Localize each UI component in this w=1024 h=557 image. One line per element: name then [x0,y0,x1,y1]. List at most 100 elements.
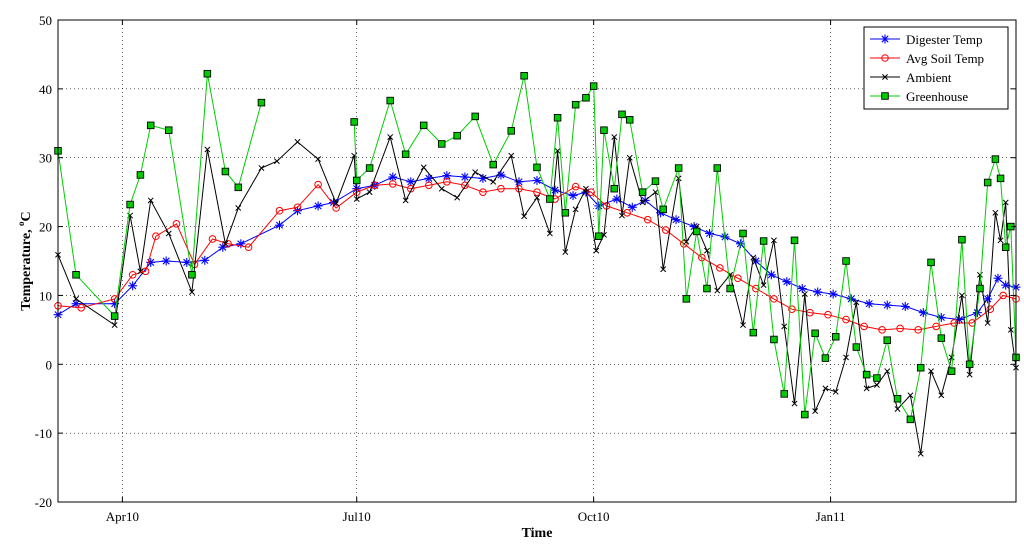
data-point-marker [453,131,461,140]
data-point-marker [770,295,778,303]
data-point-marker [546,230,553,237]
data-point-marker [490,178,497,185]
data-point-marker [182,257,192,267]
data-point-marker [471,112,479,121]
data-point-marker [882,300,892,310]
data-point-marker [780,390,788,398]
data-point-marker [332,204,340,212]
data-point-marker [766,270,776,280]
data-point-marker [822,385,829,392]
data-point-marker [760,282,767,289]
data-point-marker [532,175,542,185]
data-point-marker [438,185,445,192]
data-point-marker [878,326,886,334]
data-point-marker [387,134,394,141]
data-point-marker [997,237,1004,244]
data-point-marker [611,134,618,141]
data-point-marker [161,256,171,266]
data-point-marker [147,197,154,204]
data-point-marker [164,126,173,134]
data-point-marker [993,273,1003,283]
data-point-marker [797,284,807,294]
data-point-marker [520,72,528,80]
data-point-marker [824,310,832,319]
data-point-marker [801,291,808,298]
data-point-marker [571,182,580,191]
data-point-marker [811,329,819,338]
data-point-marker [568,191,578,201]
data-point-marker [740,322,746,328]
data-point-marker [893,394,902,403]
legend-label: Ambient [906,70,952,85]
data-point-marker [550,185,560,195]
data-point-marker [235,205,242,211]
data-point-marker [587,188,595,196]
data-point-marker [365,164,374,172]
data-point-marker [852,343,861,351]
data-point-marker [589,82,598,90]
data-point-marker [77,304,85,312]
data-point-marker [188,271,196,279]
data-point-marker [860,322,868,331]
data-point-marker [257,98,266,107]
data-point-marker [388,172,398,182]
data-point-marker [188,289,195,295]
y-axis-label-unit: C [19,211,34,221]
data-point-marker [864,299,874,309]
data-point-marker [643,215,652,224]
data-point-marker [221,167,230,176]
data-point-marker [661,226,670,234]
y-tick-label: -20 [35,495,52,510]
data-point-marker [600,126,608,134]
data-point-marker [976,271,983,278]
data-point-marker [752,284,760,293]
legend-label: Digester Temp [906,32,982,47]
data-point-marker [734,274,742,283]
series-line [57,181,1017,331]
data-point-marker [692,227,701,236]
data-point-marker [843,354,849,361]
data-point-marker [234,183,243,192]
data-point-marker [882,74,888,80]
data-point-marker [928,368,934,375]
data-point-marker [366,189,373,196]
data-point-marker [683,238,690,245]
data-point-marker [593,247,600,254]
data-point-marker [293,203,302,212]
data-point-marker [352,176,361,185]
data-point-marker [533,163,541,172]
data-point-marker [554,147,561,154]
data-point-marker [208,235,217,243]
legend-item-ambient: Ambient [870,70,952,85]
data-point-marker [224,239,232,248]
data-point-marker [716,264,724,272]
data-point-marker [996,174,1005,183]
data-point-marker [203,69,212,78]
data-point-marker [726,284,734,293]
data-point-marker [907,392,914,399]
data-point-marker [812,408,819,415]
y-tick-label: 20 [39,220,52,235]
data-point-marker [350,118,358,126]
series-layer [53,69,1021,457]
data-point-marker [200,255,210,265]
series-greenhouse [54,69,1020,424]
data-point-marker [917,450,924,457]
data-point-marker [986,305,995,314]
data-point-marker [801,410,809,419]
data-point-marker [274,220,284,230]
data-point-marker [873,374,881,382]
data-point-marker [770,237,777,244]
data-point-marker [419,121,428,130]
data-point-marker [927,258,935,267]
data-point-marker [386,96,394,105]
data-point-marker [561,209,570,217]
x-axis-label: Time [522,526,553,541]
data-point-marker [128,281,138,291]
data-point-marker [991,155,1000,163]
data-point-marker [244,243,253,252]
data-point-marker [553,114,562,122]
data-point-marker [671,215,681,225]
data-point-marker [651,177,660,185]
